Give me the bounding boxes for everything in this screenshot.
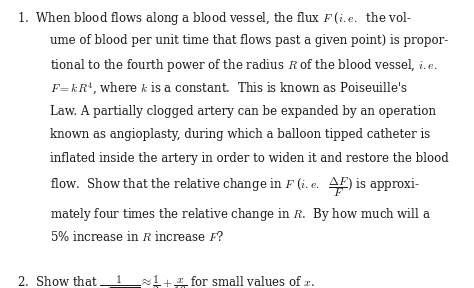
Text: inflated inside the artery in order to widen it and restore the blood: inflated inside the artery in order to w…	[50, 152, 448, 165]
Text: flow.  Show that the relative change in $F$ ($i.e.$  $\dfrac{\Delta F}{F}$) is a: flow. Show that the relative change in $…	[50, 175, 419, 199]
Text: ume of blood per unit time that flows past a given point) is propor-: ume of blood per unit time that flows pa…	[50, 34, 448, 47]
Text: 5% increase in $R$ increase $F$?: 5% increase in $R$ increase $F$?	[50, 230, 224, 244]
Text: known as angioplasty, during which a balloon tipped catheter is: known as angioplasty, during which a bal…	[50, 128, 430, 141]
Text: Law. A partially clogged artery can be expanded by an operation: Law. A partially clogged artery can be e…	[50, 105, 436, 118]
Text: 2.  Show that $\dfrac{1}{\sqrt{4-x}} \approx \dfrac{1}{2} + \dfrac{x}{16}$ for s: 2. Show that $\dfrac{1}{\sqrt{4-x}} \app…	[17, 274, 315, 288]
Text: $F = kR^4$, where $k$ is a constant.  This is known as Poiseuille's: $F = kR^4$, where $k$ is a constant. Thi…	[50, 81, 408, 97]
Text: tional to the fourth power of the radius $R$ of the blood vessel, $i.e.$: tional to the fourth power of the radius…	[50, 57, 438, 74]
Text: 1.  When blood flows along a blood vessel, the flux $F$ ($i.e.$  the vol-: 1. When blood flows along a blood vessel…	[17, 10, 411, 27]
Text: mately four times the relative change in $R$.  By how much will a: mately four times the relative change in…	[50, 206, 430, 223]
